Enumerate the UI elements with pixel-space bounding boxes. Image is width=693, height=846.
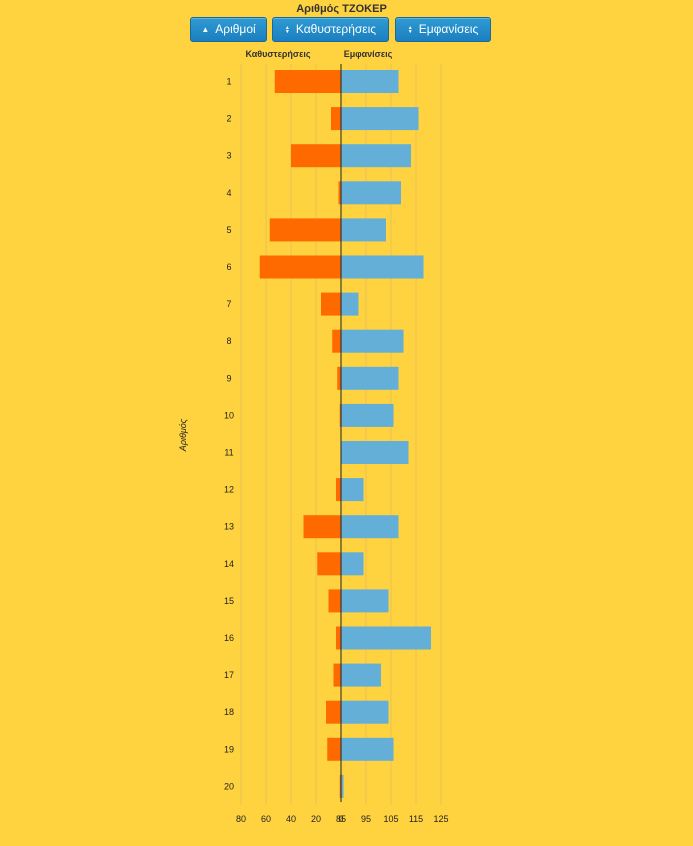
x-tick-label: 105 <box>383 814 398 824</box>
bars <box>259 70 431 798</box>
x-tick-label: 20 <box>311 814 321 824</box>
x-tick-label: 40 <box>286 814 296 824</box>
sort-icon: ▲ ▼ <box>284 24 290 35</box>
y-tick-label: 16 <box>224 633 234 643</box>
appearance-bar <box>341 70 399 93</box>
y-tick-label: 13 <box>224 522 234 532</box>
sort-appearances-button[interactable]: ▲ ▼ Εμφανίσεις <box>395 17 491 42</box>
y-tick-label: 15 <box>224 596 234 606</box>
appearance-bar <box>341 737 394 761</box>
y-axis-label: Αριθμός <box>178 418 188 452</box>
chart-title: Αριθμός ΤΖΟΚΕΡ <box>296 3 387 15</box>
delay-bar <box>326 700 341 724</box>
appearance-bar <box>341 552 364 576</box>
delay-bar <box>337 366 341 390</box>
sort-icon: ▲ ▼ <box>407 24 413 35</box>
appearance-bar <box>341 181 401 205</box>
x-tick-label: 85 <box>336 814 346 824</box>
y-tick-label: 18 <box>224 707 234 717</box>
y-tick-label: 12 <box>224 485 234 495</box>
appearance-bar <box>341 700 389 724</box>
x-tick-label: 115 <box>409 814 423 824</box>
delay-bar <box>274 70 341 93</box>
appearances-header: Εμφανίσεις <box>344 49 393 59</box>
appearance-bar <box>341 107 419 131</box>
arrow-up-icon: ▲ <box>201 24 210 34</box>
delay-bar <box>291 144 341 168</box>
y-tick-label: 7 <box>226 299 231 309</box>
appearance-bar <box>341 403 394 427</box>
delay-bar <box>331 107 341 131</box>
y-tick-label: 5 <box>226 225 231 235</box>
delay-bar <box>269 218 341 242</box>
appearance-bar <box>341 441 409 464</box>
delay-bar <box>332 329 341 353</box>
y-tick-label: 11 <box>224 448 233 458</box>
appearance-bar <box>341 663 381 687</box>
y-tick-label: 9 <box>226 373 231 383</box>
delay-bar <box>336 478 341 502</box>
appearance-bar <box>341 144 411 168</box>
delays-header: Καθυστερήσεις <box>245 49 310 59</box>
y-tick-label: 2 <box>226 114 231 124</box>
appearance-bar <box>341 774 344 798</box>
delay-bar <box>327 737 341 761</box>
x-tick-labels: 80 60 40 20 085 95 105 115 125 <box>236 814 449 824</box>
y-tick-label: 8 <box>226 336 231 346</box>
appearance-bar <box>341 478 364 502</box>
delay-bar <box>339 403 341 427</box>
x-tick-label: 0 <box>338 814 343 824</box>
y-tick-label: 17 <box>224 670 234 680</box>
delay-bar <box>321 292 341 316</box>
x-tick-label: 95 <box>361 814 371 824</box>
sort-delays-label: Καθυστερήσεις <box>295 22 377 36</box>
y-tick-label: 19 <box>224 744 234 754</box>
y-tick-label: 10 <box>224 410 234 420</box>
appearance-bar <box>341 292 359 316</box>
sort-delays-button[interactable]: ▲ ▼ Καθυστερήσεις <box>272 17 389 42</box>
delay-bar <box>338 181 341 205</box>
y-tick-label: 14 <box>224 559 234 569</box>
appearance-bar <box>341 255 424 279</box>
sort-numbers-button[interactable]: ▲ Αριθμοί <box>190 17 267 42</box>
sort-appearances-label: Εμφανίσεις <box>418 22 479 36</box>
appearance-bar <box>341 329 404 353</box>
sort-numbers-label: Αριθμοί <box>215 22 256 36</box>
appearance-bar <box>341 589 389 613</box>
y-tick-label: 20 <box>224 781 234 791</box>
delay-bar <box>336 626 341 650</box>
x-tick-label: 60 <box>261 814 271 824</box>
delay-bar <box>333 663 341 687</box>
delay-bar <box>259 255 341 279</box>
delay-bar <box>303 515 341 539</box>
appearance-bar <box>341 366 399 390</box>
y-tick-label: 6 <box>226 262 231 272</box>
delay-bar <box>328 589 341 613</box>
delay-bar <box>317 552 341 576</box>
x-tick-label: 80 <box>236 814 246 824</box>
delay-bar <box>339 774 341 798</box>
appearance-bar <box>341 218 386 242</box>
y-tick-label: 1 <box>226 77 231 87</box>
appearance-bar <box>341 515 399 539</box>
x-tick-label: 125 <box>433 814 448 824</box>
appearance-bar <box>341 626 431 650</box>
y-tick-label: 4 <box>226 188 231 198</box>
y-tick-label: 3 <box>226 151 231 161</box>
